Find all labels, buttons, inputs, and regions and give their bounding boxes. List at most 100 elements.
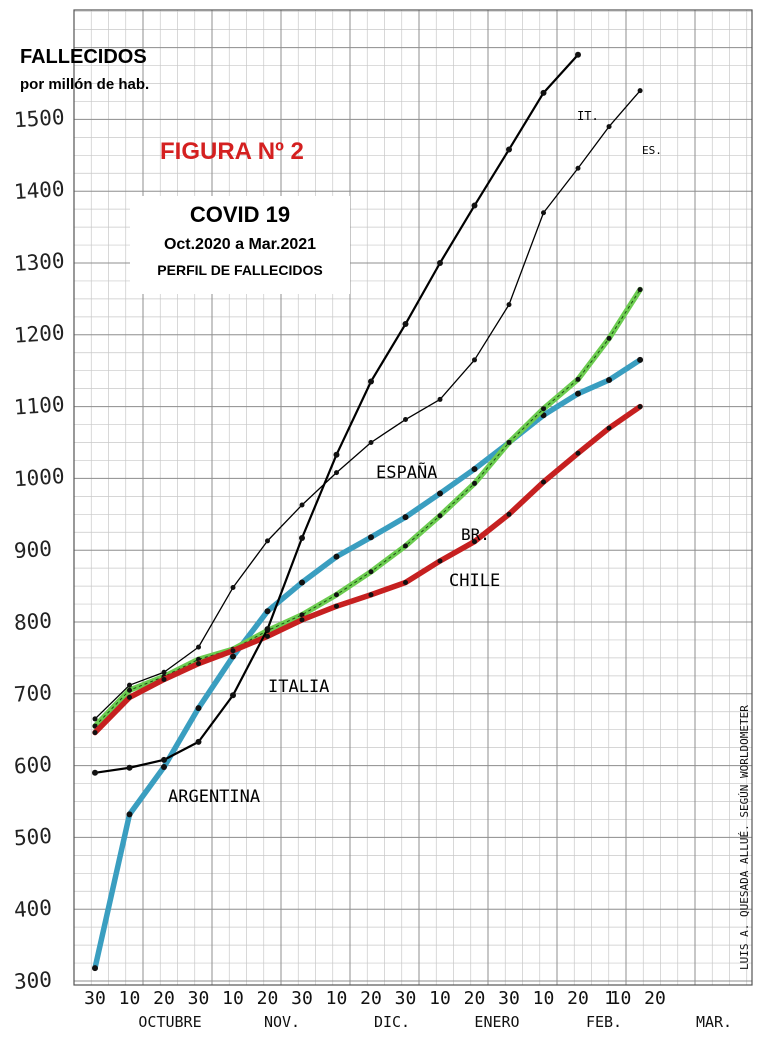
series-point-it — [195, 738, 202, 745]
y-tick-label: 1400 — [13, 177, 65, 204]
series-point-it — [540, 89, 547, 96]
series-point-argentina — [606, 377, 613, 384]
series-point-br — [127, 687, 132, 693]
series-point-chile — [161, 676, 167, 682]
y-tick-label: 500 — [13, 824, 53, 851]
series-point-argentina — [575, 390, 581, 397]
x-tick-label: 10 — [222, 988, 244, 1009]
series-point-it — [333, 451, 340, 458]
series-point-es — [637, 88, 643, 94]
annotation-argentina: ARGENTINA — [168, 787, 260, 807]
series-point-br — [606, 335, 612, 341]
series-point-es — [334, 470, 339, 476]
x-month-label: ENERO — [474, 1013, 519, 1031]
title-box: COVID 19 Oct.2020 a Mar.2021 PERFIL DE F… — [130, 196, 350, 294]
series-point-es — [92, 716, 98, 722]
series-point-it — [299, 534, 305, 541]
series-point-argentina — [299, 579, 305, 586]
annotation-espana: ESPAÑA — [376, 461, 437, 483]
series-point-br — [299, 612, 305, 618]
series-point-br — [637, 287, 643, 293]
series-point-es — [506, 302, 512, 308]
series-point-es — [437, 396, 443, 402]
y-tick-label: 1300 — [13, 248, 65, 275]
x-month-label: NOV. — [264, 1013, 300, 1031]
y-tick-label: 900 — [13, 537, 53, 564]
x-month-label: FEB. — [586, 1013, 622, 1031]
series-point-argentina — [195, 705, 202, 712]
series-point-chile — [368, 592, 374, 598]
x-tick-label: 30 — [291, 988, 313, 1009]
series-point-chile — [403, 580, 408, 586]
series-point-es — [472, 357, 477, 363]
series-point-br — [334, 592, 339, 598]
author-credit: LUIS A. QUESADA ALLUÉ. SEGÚN WORLDOMETER — [738, 705, 751, 970]
series-point-es — [368, 440, 374, 445]
x-tick-label: 30 — [188, 988, 210, 1009]
series-point-br — [506, 440, 512, 445]
series-point-chile — [637, 404, 643, 410]
series-point-chile — [472, 539, 477, 545]
series-point-es — [265, 538, 270, 544]
x-tick-label: 10 — [119, 988, 141, 1009]
series-layer — [92, 51, 644, 972]
x-tick-label: 30 — [84, 988, 106, 1009]
x-tick-label: 10 — [326, 988, 348, 1009]
series-point-it — [506, 146, 512, 153]
series-point-br — [92, 723, 98, 729]
series-point-chile — [606, 425, 612, 431]
y-tick-label: 1500 — [13, 105, 65, 132]
series-point-it — [264, 626, 271, 633]
series-point-chile — [541, 479, 546, 485]
y-tick-labels: 300 400 500 600 700 800 900 1000 1100 1200 1300 140… — [13, 105, 65, 994]
series-point-chile — [127, 694, 132, 700]
series-point-es — [230, 585, 236, 591]
series-point-es — [196, 644, 201, 650]
series-point-es — [127, 682, 132, 688]
x-tick-label: 1 — [604, 988, 615, 1009]
series-point-chile — [437, 558, 443, 564]
x-tick-label: 30 — [395, 988, 417, 1009]
series-point-es — [575, 165, 581, 171]
series-point-it — [126, 764, 133, 771]
chart-date-range: Oct.2020 a Mar.2021 — [163, 236, 317, 253]
series-point-argentina — [92, 965, 98, 972]
y-tick-label: 1200 — [13, 320, 65, 347]
series-point-chile — [299, 617, 305, 623]
series-point-br — [472, 480, 477, 486]
x-tick-label: 20 — [257, 988, 279, 1009]
series-point-it — [368, 378, 374, 385]
series-point-chile — [334, 603, 339, 609]
series-point-argentina — [368, 534, 374, 541]
figure-title: FIGURA Nº 2 — [160, 138, 304, 165]
series-point-it — [230, 692, 236, 699]
x-month-label: DIC. — [374, 1013, 410, 1031]
series-point-br — [403, 543, 408, 549]
y-tick-label: 400 — [13, 896, 53, 923]
x-tick-label: 10 — [610, 988, 632, 1009]
series-point-argentina — [402, 514, 409, 521]
series-point-argentina — [333, 553, 340, 560]
series-point-chile — [575, 450, 581, 456]
x-tick-label: 20 — [360, 988, 382, 1009]
x-month-label: MAR. — [696, 1013, 732, 1031]
series-point-argentina — [264, 608, 271, 615]
series-point-it — [437, 260, 443, 266]
series-point-it — [92, 769, 98, 776]
chart-subtitle: PERFIL DE FALLECIDOS — [157, 262, 323, 278]
series-point-es — [161, 669, 167, 675]
plot-border — [73, 9, 753, 986]
annotation-es: ES. — [642, 144, 662, 157]
y-axis-title: FALLECIDOS — [20, 46, 147, 68]
series-point-chile — [230, 648, 236, 654]
x-month-label: OCTUBRE — [138, 1013, 201, 1031]
x-tick-label: 10 — [429, 988, 451, 1009]
x-tick-label: 10 — [533, 988, 555, 1009]
series-point-es — [606, 124, 612, 130]
series-point-chile — [196, 661, 201, 667]
series-point-br — [541, 406, 546, 412]
annotation-it: IT. — [577, 109, 599, 123]
series-point-argentina — [126, 811, 133, 818]
x-tick-label: 20 — [567, 988, 589, 1009]
